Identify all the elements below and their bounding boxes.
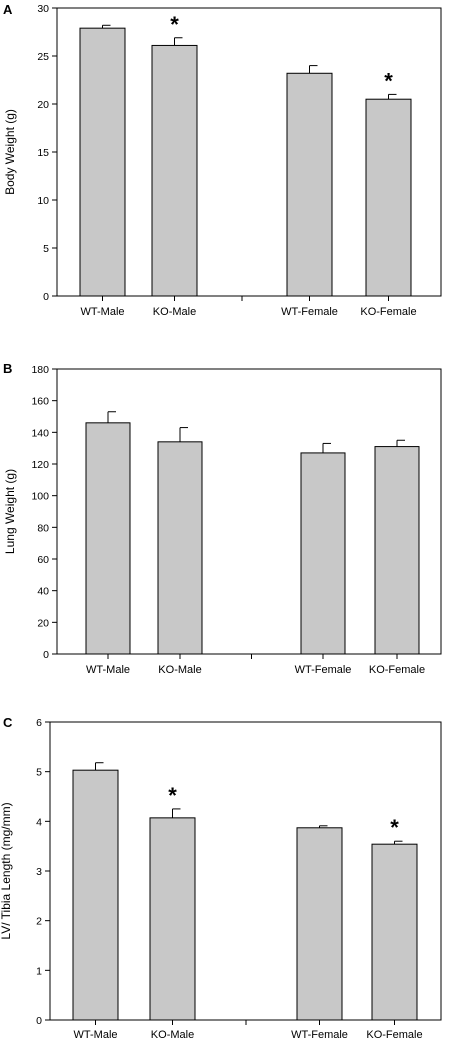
y-tick-label: 3: [36, 866, 42, 878]
category-label: KO-Female: [360, 306, 416, 318]
bar: [371, 843, 418, 1021]
category-label: KO-Male: [151, 1029, 194, 1041]
significance-marker: *: [390, 815, 399, 840]
y-axis-title: Body Weight (g): [3, 109, 17, 195]
y-tick-label: 0: [43, 649, 49, 661]
y-tick-label: 1: [36, 965, 42, 977]
significance-marker: *: [168, 783, 177, 808]
significance-marker: *: [384, 68, 393, 93]
bar: [300, 452, 346, 655]
category-label: KO-Female: [369, 664, 425, 676]
y-tick-label: 5: [36, 767, 42, 779]
y-tick-label: 15: [37, 147, 49, 159]
panel-letter: B: [3, 361, 12, 376]
significance-marker: *: [170, 12, 179, 37]
bar: [149, 817, 196, 1021]
y-tick-label: 5: [43, 243, 49, 255]
category-label: KO-Male: [158, 664, 201, 676]
y-tick-label: 20: [37, 617, 49, 629]
y-tick-label: 2: [36, 916, 42, 928]
category-label: KO-Male: [153, 306, 196, 318]
y-tick-label: 120: [31, 459, 49, 471]
y-tick-label: 140: [31, 427, 49, 439]
category-label: WT-Male: [74, 1029, 118, 1041]
panel-letter: A: [3, 2, 13, 17]
y-tick-label: 20: [37, 99, 49, 111]
category-label: WT-Male: [81, 306, 125, 318]
y-tick-label: 100: [31, 491, 49, 503]
y-tick-label: 30: [37, 3, 49, 15]
category-label: WT-Male: [86, 664, 130, 676]
bar: [365, 98, 412, 297]
y-tick-label: 180: [31, 364, 49, 376]
y-tick-label: 0: [36, 1015, 42, 1027]
y-tick-label: 6: [36, 717, 42, 729]
y-tick-label: 80: [37, 522, 49, 534]
bar: [296, 827, 343, 1021]
y-tick-label: 40: [37, 586, 49, 598]
bar: [157, 441, 203, 655]
y-tick-label: 60: [37, 554, 49, 566]
y-tick-label: 0: [43, 291, 49, 303]
bar: [151, 44, 198, 297]
bar: [374, 446, 420, 655]
y-axis-title: LV/ Tibia Length (mg/mm): [0, 802, 13, 939]
bar: [72, 769, 119, 1021]
category-label: WT-Female: [291, 1029, 348, 1041]
category-label: WT-Female: [281, 306, 338, 318]
y-tick-label: 160: [31, 396, 49, 408]
y-tick-label: 25: [37, 51, 49, 63]
category-label: KO-Female: [366, 1029, 422, 1041]
bar: [85, 422, 131, 655]
y-axis-title: Lung Weight (g): [3, 469, 17, 554]
bar: [79, 27, 126, 297]
category-label: WT-Female: [295, 664, 352, 676]
y-tick-label: 10: [37, 195, 49, 207]
bar: [286, 72, 333, 297]
plot-frame: [56, 368, 442, 655]
panel-letter: C: [3, 715, 13, 730]
y-tick-label: 4: [36, 816, 42, 828]
